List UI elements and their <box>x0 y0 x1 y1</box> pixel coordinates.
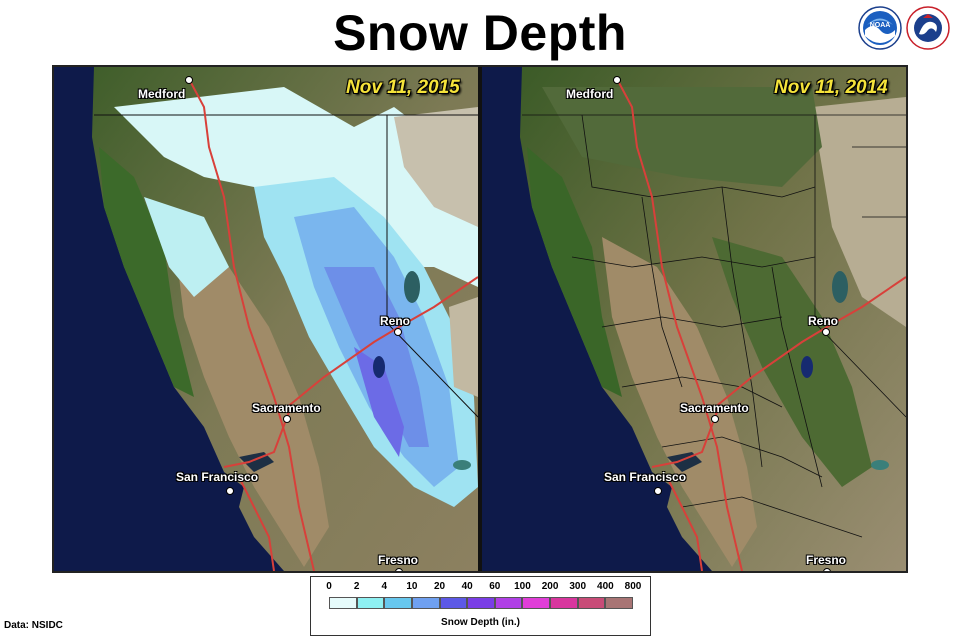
city-label-reno: Reno <box>808 314 838 328</box>
panel-divider <box>478 67 482 571</box>
legend-tick-label: 10 <box>406 581 418 592</box>
city-label-san-francisco: San Francisco <box>176 470 259 484</box>
city-label-sacramento: Sacramento <box>680 401 749 415</box>
city-dot-san-francisco <box>654 487 662 495</box>
city-dot-reno <box>822 328 830 336</box>
legend-tick-label: 100 <box>514 581 531 592</box>
legend-swatch <box>577 597 606 609</box>
map-comparison: Nov 11, 2015 Medford Reno Sacramento San… <box>52 65 908 573</box>
map-date-label-2015: Nov 11, 2015 <box>346 77 460 98</box>
legend-tick-label: 400 <box>597 581 614 592</box>
legend-swatch <box>439 597 468 609</box>
legend-swatch <box>605 597 633 609</box>
snow-depth-legend: 0 2 4 10 20 40 60 100 200 300 400 800 Snow Depth (i… <box>310 576 651 636</box>
city-dot-medford <box>613 76 621 84</box>
legend-swatch <box>494 597 523 609</box>
legend-tick-label: 800 <box>624 581 642 592</box>
city-dot-fresno <box>395 568 403 571</box>
national-weather-service-logo <box>906 6 950 50</box>
city-label-fresno: Fresno <box>806 553 847 567</box>
agency-logos: NOAA <box>856 4 952 54</box>
city-label-fresno: Fresno <box>378 553 419 567</box>
legend-tick-label: 4 <box>381 581 388 592</box>
noaa-logo: NOAA <box>858 6 902 50</box>
city-dot-medford <box>185 76 193 84</box>
legend-tick-label: 300 <box>569 581 587 592</box>
snow-depth-map-2015 <box>54 67 478 571</box>
legend-title: Snow Depth (in.) <box>441 617 520 628</box>
snow-depth-map-2014 <box>482 67 906 571</box>
legend-swatch <box>411 597 440 609</box>
legend-tick-label: 2 <box>353 581 360 592</box>
data-source-label: Data: NSIDC <box>4 620 63 631</box>
city-label-medford: Medford <box>566 87 614 101</box>
legend-swatch <box>550 597 578 609</box>
legend-swatch <box>356 597 385 609</box>
city-label-reno: Reno <box>380 314 410 328</box>
city-label-san-francisco: San Francisco <box>604 470 687 484</box>
legend-swatch <box>329 597 357 609</box>
svg-text:NOAA: NOAA <box>870 22 891 29</box>
legend-tick-label: 60 <box>489 581 501 592</box>
legend-tick-label: 20 <box>433 581 446 592</box>
legend-swatch <box>467 597 495 609</box>
city-dot-sacramento <box>711 415 719 423</box>
map-panel-2014: Nov 11, 2014 Medford Reno Sacramento San… <box>482 67 906 571</box>
legend-tick-label: 0 <box>326 581 332 592</box>
legend-tick-label: 200 <box>541 581 559 592</box>
legend-tick-label: 40 <box>461 581 473 592</box>
city-dot-san-francisco <box>226 487 234 495</box>
city-label-sacramento: Sacramento <box>252 401 321 415</box>
map-panel-2015: Nov 11, 2015 Medford Reno Sacramento San… <box>54 67 478 571</box>
city-dot-fresno <box>823 568 831 571</box>
map-date-label-2014: Nov 11, 2014 <box>774 77 888 98</box>
city-dot-sacramento <box>283 415 291 423</box>
city-label-medford: Medford <box>138 87 186 101</box>
legend-swatch <box>522 597 551 609</box>
city-dot-reno <box>394 328 402 336</box>
page-title: Snow Depth <box>333 5 627 61</box>
legend-swatch <box>384 597 412 609</box>
